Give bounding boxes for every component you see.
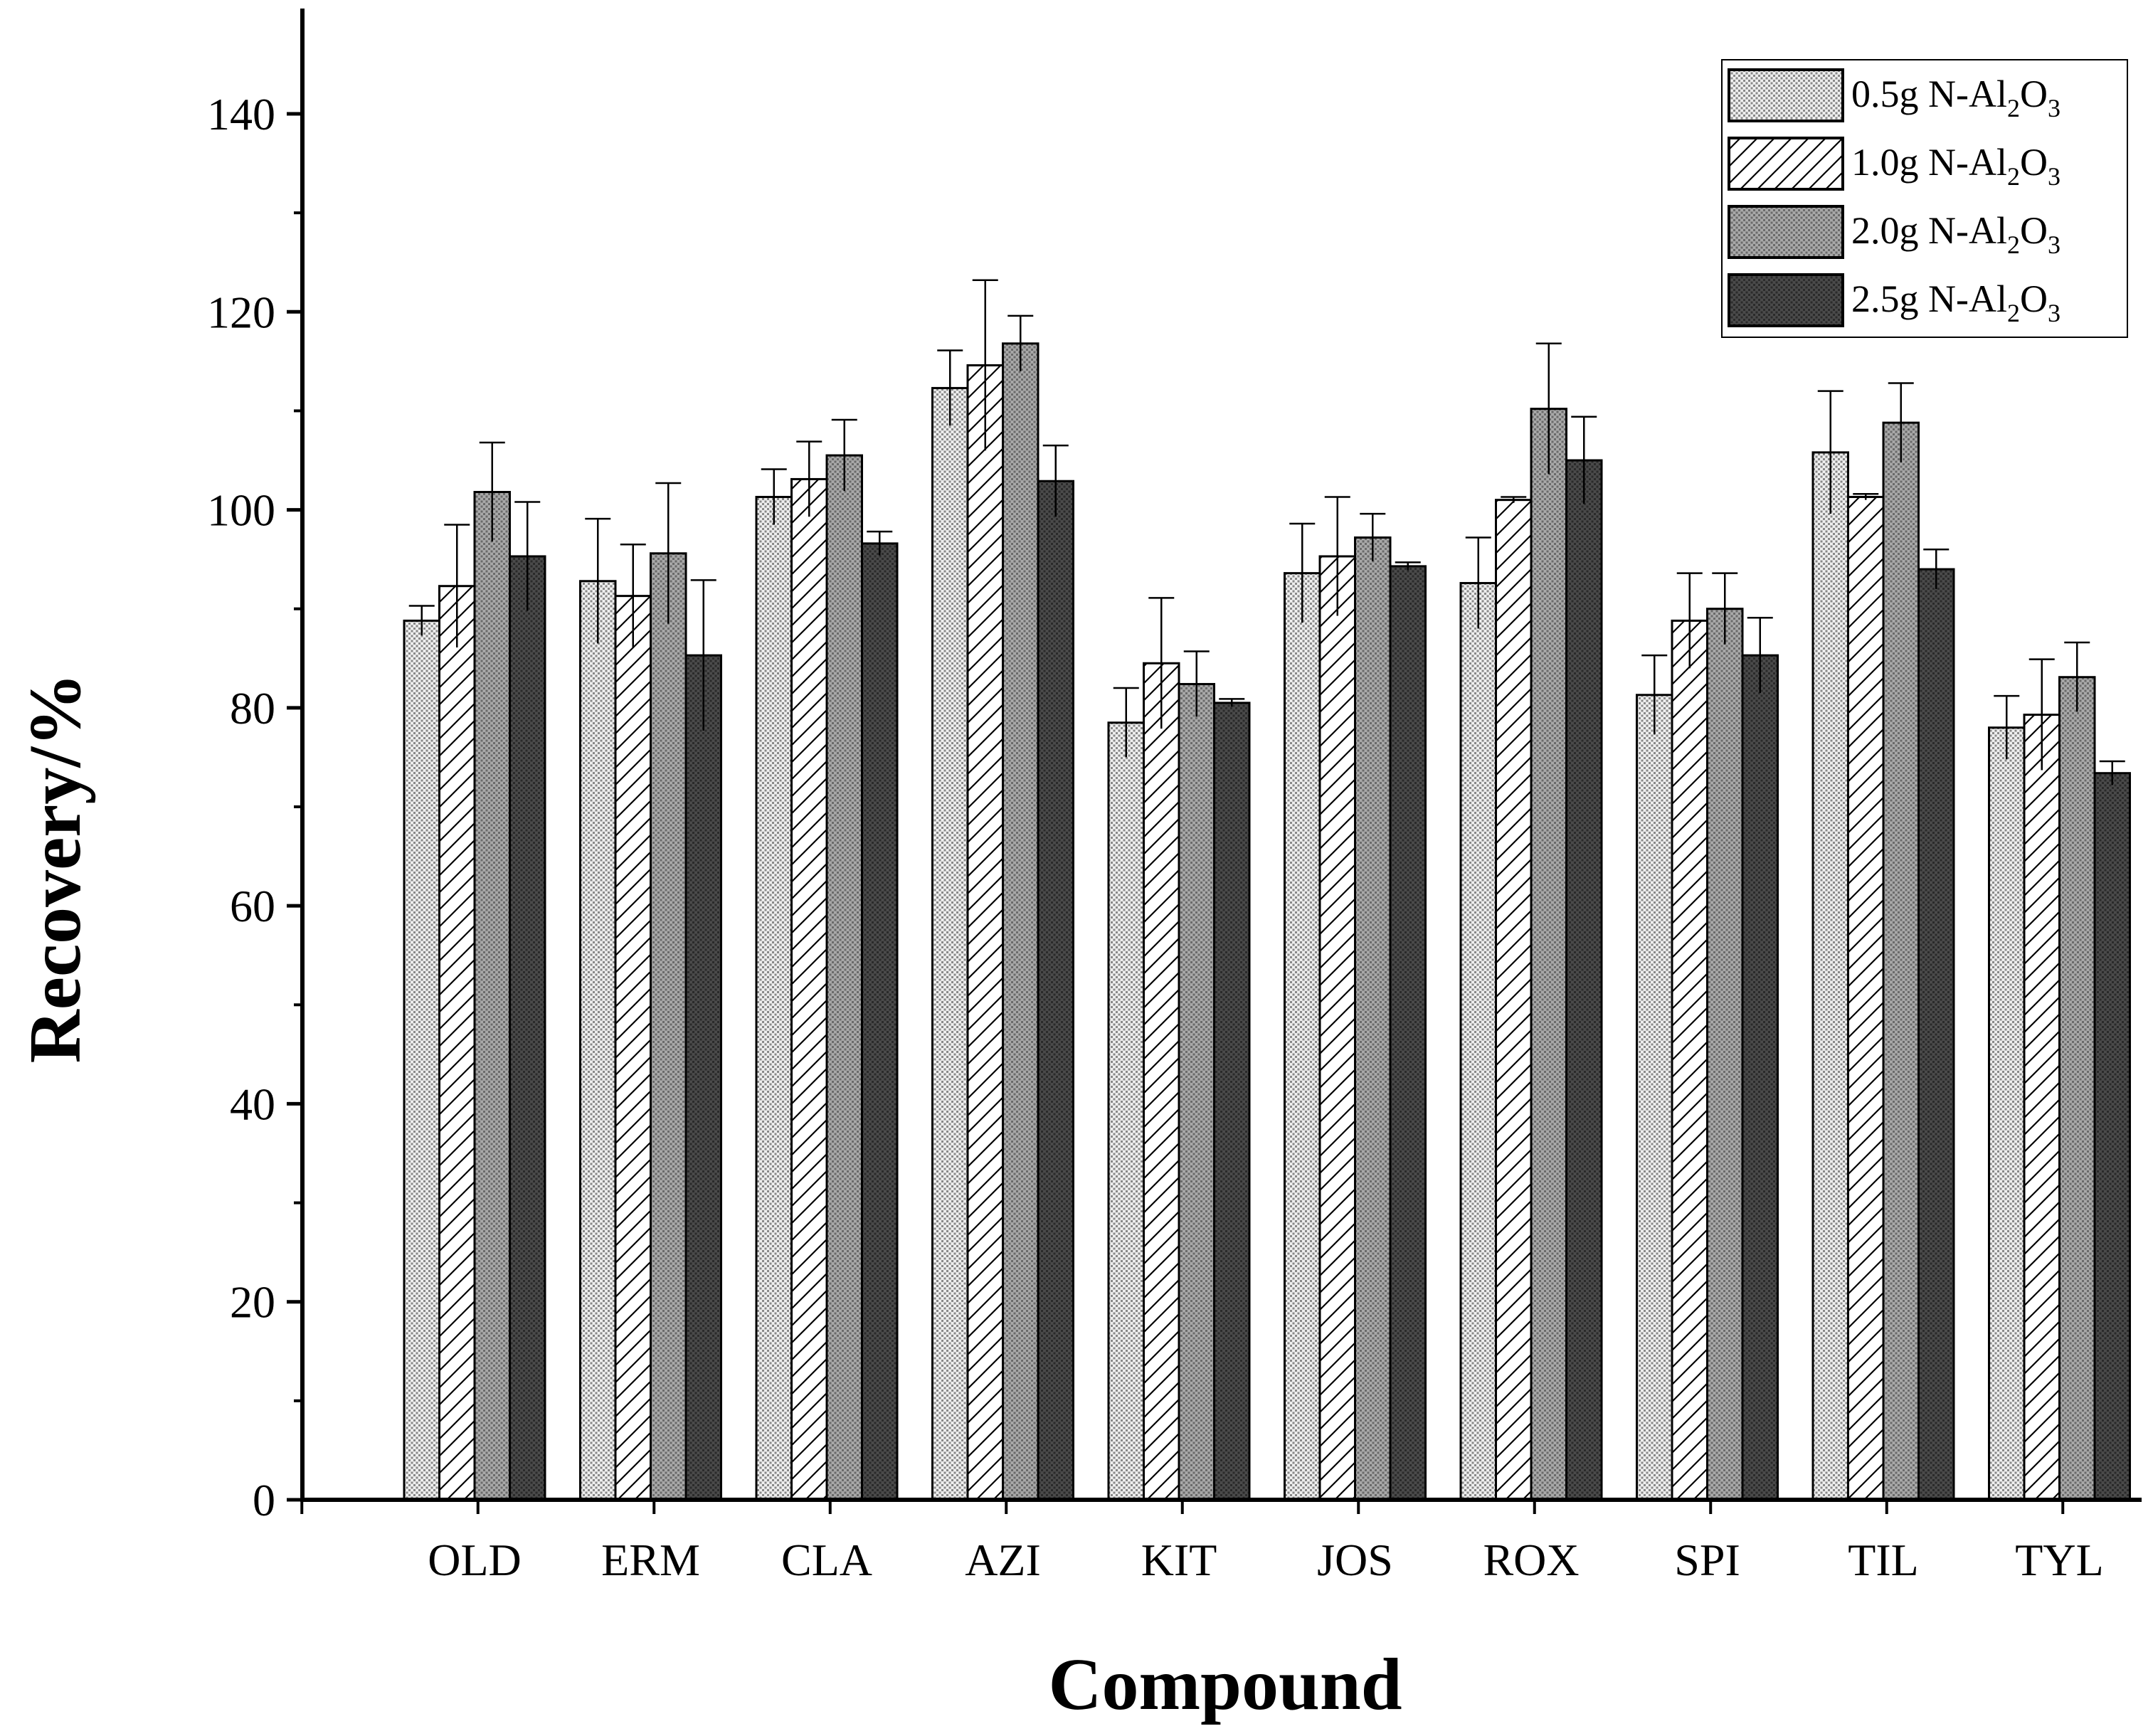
y-tick-label-120: 120 — [207, 287, 275, 337]
error-bars-layer — [408, 279, 2125, 785]
legend-swatch-series-3 — [1728, 205, 1844, 259]
bar-azi-series-1 — [931, 386, 969, 1501]
bar-jos-series-3 — [1354, 536, 1392, 1501]
legend-label-series-1: 0.5g N-Al2O3 — [1851, 73, 2061, 122]
x-tick-label-kit: KIT — [1141, 1535, 1217, 1585]
bar-kit-series-2 — [1143, 662, 1180, 1501]
bar-spi-series-1 — [1636, 694, 1673, 1501]
bar-spi-series-2 — [1671, 619, 1708, 1501]
x-tick-label-rox: ROX — [1483, 1535, 1579, 1585]
bar-old-series-4 — [509, 555, 546, 1501]
y-tick-label-80: 80 — [230, 683, 275, 734]
bar-til-series-4 — [1917, 568, 1955, 1501]
legend-swatch-series-4 — [1728, 273, 1844, 327]
x-tick-label-cla: CLA — [781, 1535, 872, 1585]
y-tick-label-40: 40 — [230, 1079, 275, 1129]
legend-swatch-series-1 — [1728, 68, 1844, 122]
bar-til-series-2 — [1847, 495, 1885, 1501]
bar-cla-series-1 — [755, 495, 793, 1501]
bar-rox-series-1 — [1459, 582, 1497, 1501]
bar-old-series-3 — [473, 491, 511, 1501]
bar-tyl-series-1 — [1988, 726, 2026, 1501]
bar-rox-series-2 — [1495, 499, 1533, 1501]
legend-swatch-series-2 — [1728, 137, 1844, 191]
bar-jos-series-2 — [1318, 555, 1356, 1501]
x-tick-label-jos: JOS — [1317, 1535, 1393, 1585]
bar-jos-series-4 — [1389, 565, 1427, 1501]
bar-til-series-1 — [1811, 451, 1849, 1501]
legend-label-series-3: 2.0g N-Al2O3 — [1851, 209, 2061, 259]
y-tick-label-0: 0 — [253, 1475, 275, 1525]
bar-cla-series-4 — [861, 542, 899, 1501]
bar-erm-series-4 — [684, 654, 722, 1501]
x-tick-label-til: TIL — [1848, 1535, 1919, 1585]
bar-erm-series-1 — [579, 580, 617, 1501]
bar-til-series-3 — [1882, 421, 1920, 1501]
bar-jos-series-1 — [1284, 572, 1321, 1501]
y-tick-label-60: 60 — [230, 881, 275, 931]
bar-rox-series-4 — [1565, 459, 1603, 1501]
bar-old-series-2 — [438, 585, 476, 1501]
x-tick-label-tyl: TYL — [2015, 1535, 2103, 1585]
x-tick-label-old: OLD — [428, 1535, 522, 1585]
y-axis-title: Recovery/% — [14, 673, 96, 1064]
bar-rox-series-3 — [1530, 408, 1567, 1501]
y-tick-label-20: 20 — [230, 1277, 275, 1328]
x-axis-title: Compound — [1048, 1644, 1402, 1725]
bar-erm-series-3 — [650, 552, 687, 1501]
bar-old-series-1 — [403, 619, 440, 1501]
bar-cla-series-2 — [790, 477, 828, 1501]
bar-kit-series-3 — [1178, 682, 1215, 1501]
bar-azi-series-4 — [1037, 480, 1074, 1501]
bar-tyl-series-2 — [2023, 714, 2061, 1501]
bars-layer — [403, 342, 2131, 1501]
bar-cla-series-3 — [825, 454, 863, 1501]
legend-label-series-2: 1.0g N-Al2O3 — [1851, 141, 2061, 191]
bar-azi-series-2 — [966, 364, 1004, 1501]
bar-azi-series-3 — [1002, 342, 1040, 1501]
bar-kit-series-1 — [1107, 721, 1145, 1501]
x-tick-label-azi: AZI — [965, 1535, 1041, 1585]
bar-erm-series-2 — [614, 595, 652, 1501]
legend-label-series-4: 2.5g N-Al2O3 — [1851, 277, 2061, 327]
y-tick-label-100: 100 — [207, 485, 275, 536]
legend: 0.5g N-Al2O3 1.0g N-Al2O3 2.0g N-Al2O3 2.5g… — [1721, 59, 2128, 338]
bar-spi-series-3 — [1706, 608, 1744, 1501]
bar-tyl-series-4 — [2093, 772, 2131, 1501]
axes-layer — [287, 9, 2142, 1514]
y-tick-label-140: 140 — [207, 89, 275, 139]
bar-spi-series-4 — [1741, 654, 1779, 1501]
x-tick-label-erm: ERM — [601, 1535, 700, 1585]
tick-labels-layer: 0 20 40 60 80 100 120 140 OLD ERM CLA AZI KIT JOS ROX S… — [207, 89, 2104, 1585]
bar-tyl-series-3 — [2058, 676, 2096, 1501]
bar-kit-series-4 — [1213, 702, 1251, 1501]
x-tick-label-spi: SPI — [1674, 1535, 1740, 1585]
